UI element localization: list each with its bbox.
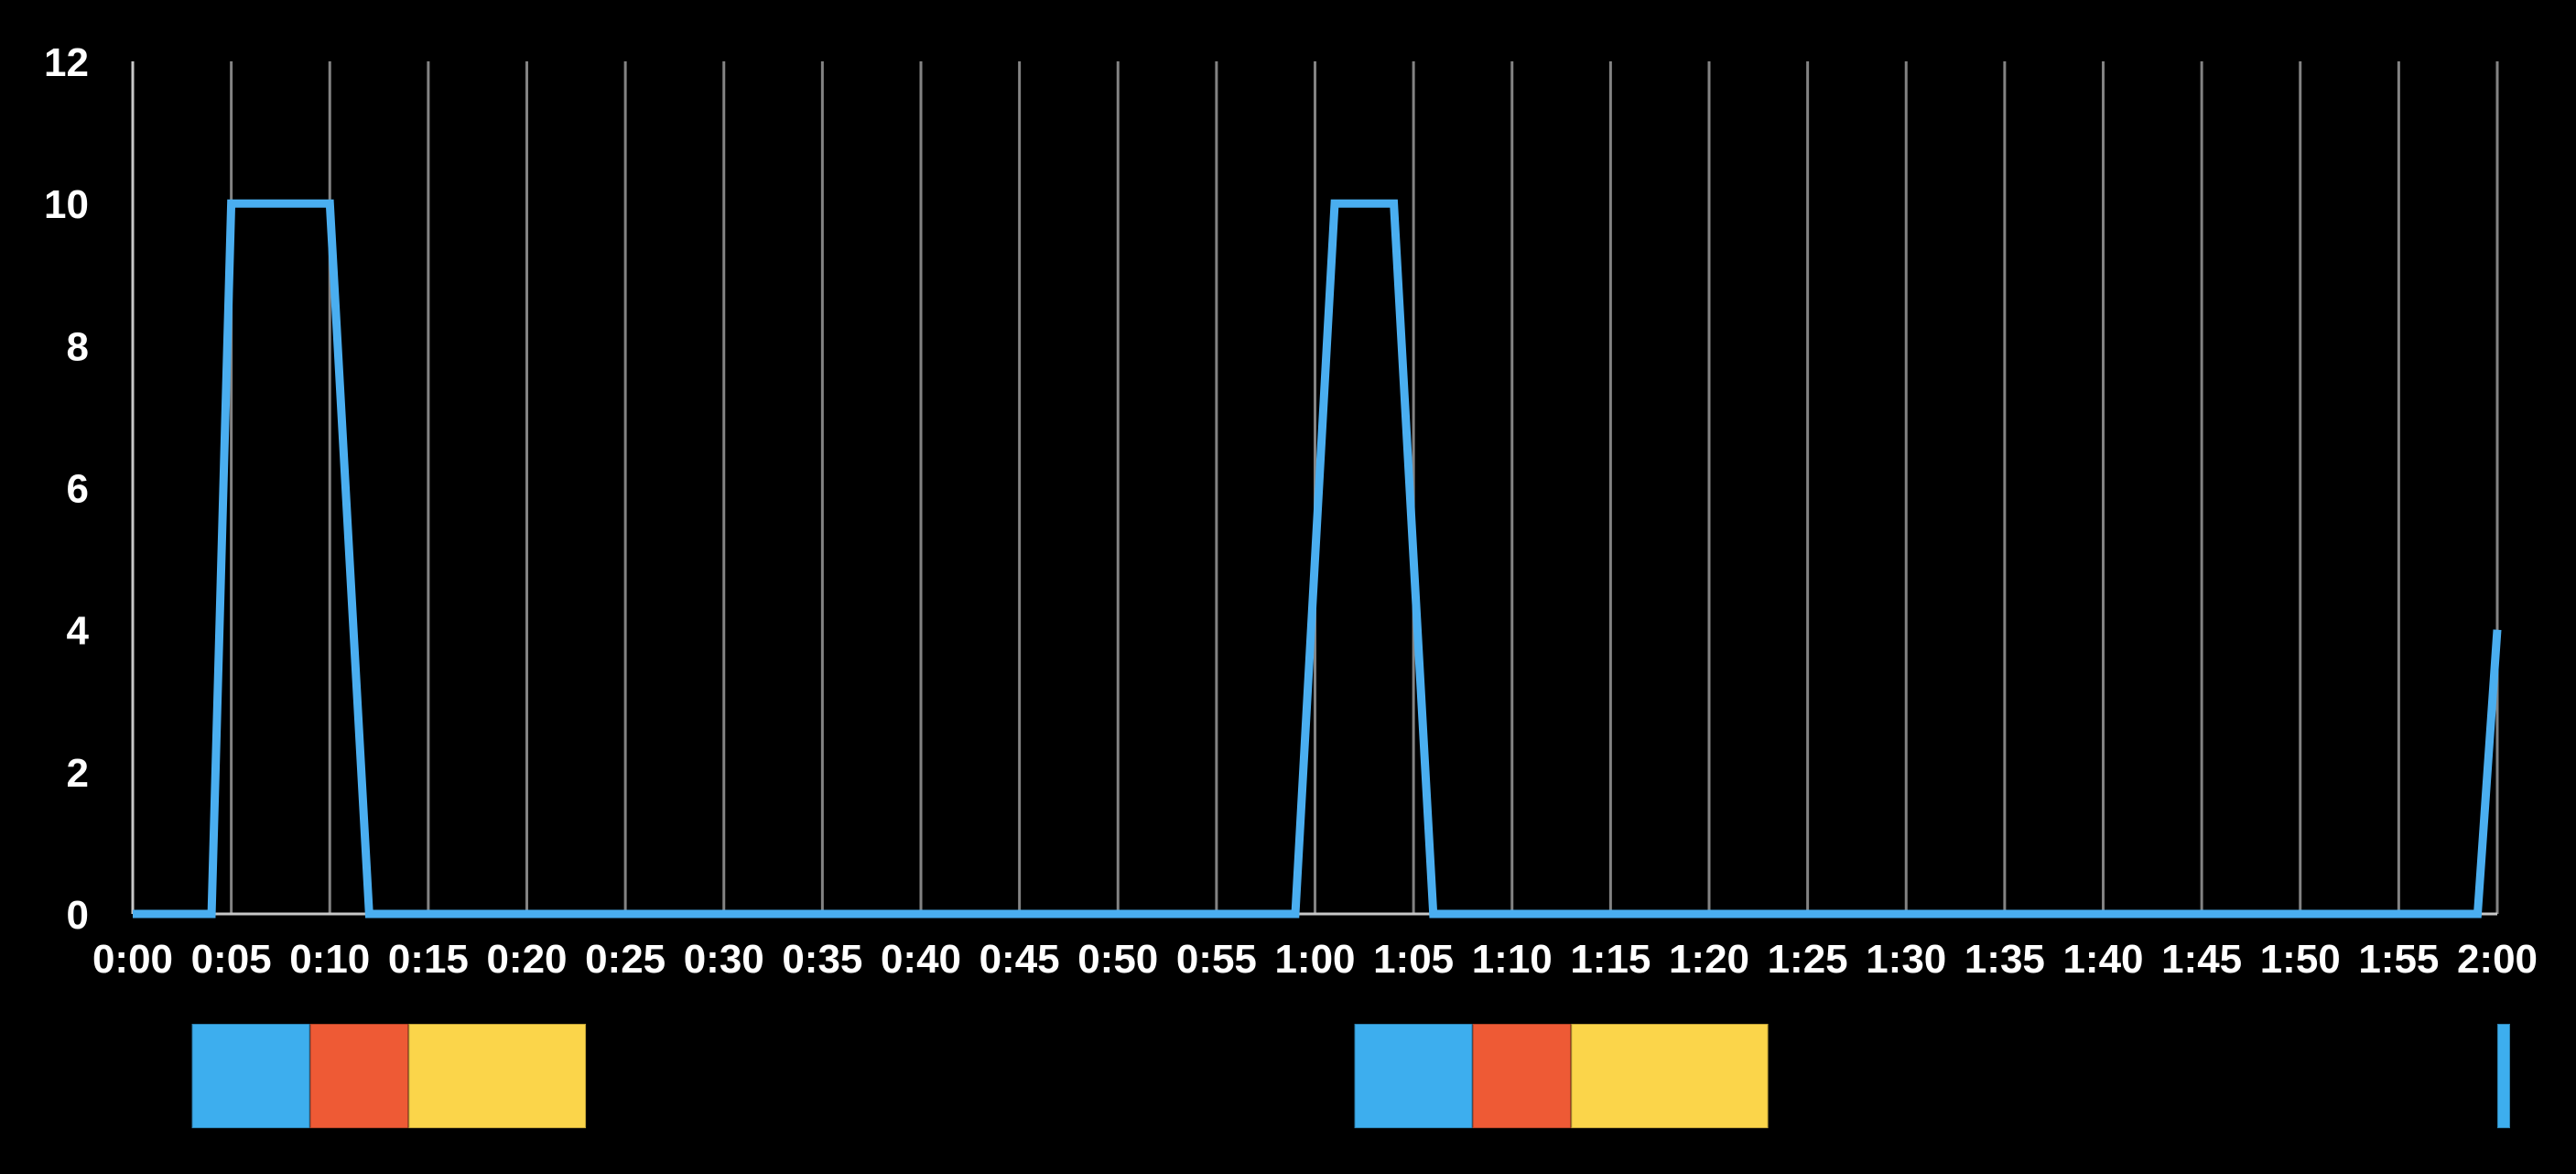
series-line xyxy=(133,199,2502,919)
x-tick-label: 0:55 xyxy=(1176,937,1257,982)
y-tick-label: 12 xyxy=(44,40,89,85)
x-tick-label: 0:45 xyxy=(980,937,1060,982)
x-tick-label: 0:30 xyxy=(684,937,764,982)
y-tick-label: 0 xyxy=(67,893,89,938)
x-tick-label: 0:25 xyxy=(585,937,666,982)
series-layer xyxy=(133,199,2502,919)
timeline-segment xyxy=(407,1023,588,1129)
grid xyxy=(230,61,2499,914)
x-tick-label: 0:10 xyxy=(289,937,370,982)
x-tick-label: 1:30 xyxy=(1866,937,1946,982)
x-tick-label: 1:25 xyxy=(1768,937,1848,982)
x-tick-label: 1:55 xyxy=(2358,937,2439,982)
timeline-segment xyxy=(1570,1023,1770,1129)
x-tick-label: 1:50 xyxy=(2260,937,2341,982)
x-tick-label: 0:05 xyxy=(191,937,272,982)
x-tick-label: 0:20 xyxy=(486,937,567,982)
timeline-segment xyxy=(1353,1023,1474,1129)
x-tick-label: 1:00 xyxy=(1274,937,1355,982)
y-axis-tick-labels: 0 2 4 6 8 10 12 xyxy=(44,40,89,938)
x-axis-tick-labels: 0:00 0:05 0:10 0:15 0:20 0:25 0:30 0:35 0:40 0:45… xyxy=(92,937,2538,982)
y-tick-label: 4 xyxy=(67,609,90,654)
x-tick-label: 0:40 xyxy=(881,937,961,982)
y-tick-label: 8 xyxy=(67,324,89,369)
y-tick-label: 6 xyxy=(67,467,89,512)
x-tick-label: 1:40 xyxy=(2062,937,2143,982)
x-tick-label: 1:45 xyxy=(2161,937,2242,982)
x-tick-label: 1:05 xyxy=(1373,937,1454,982)
timeline-segment xyxy=(2496,1023,2511,1129)
timeline-segment xyxy=(190,1023,311,1129)
timeline-segment xyxy=(308,1023,410,1129)
x-tick-label: 0:35 xyxy=(782,937,862,982)
x-tick-label: 0:00 xyxy=(92,937,173,982)
x-tick-label: 0:15 xyxy=(388,937,469,982)
x-tick-label: 1:15 xyxy=(1570,937,1651,982)
x-tick-label: 1:20 xyxy=(1669,937,1749,982)
y-tick-label: 2 xyxy=(67,751,89,796)
x-tick-label: 2:00 xyxy=(2457,937,2538,982)
timeline-segment xyxy=(1471,1023,1573,1129)
y-tick-label: 10 xyxy=(44,182,89,227)
timeline-bar xyxy=(190,1023,2511,1129)
x-tick-label: 1:10 xyxy=(1472,937,1553,982)
x-tick-label: 1:35 xyxy=(1964,937,2045,982)
x-tick-label: 0:50 xyxy=(1077,937,1158,982)
